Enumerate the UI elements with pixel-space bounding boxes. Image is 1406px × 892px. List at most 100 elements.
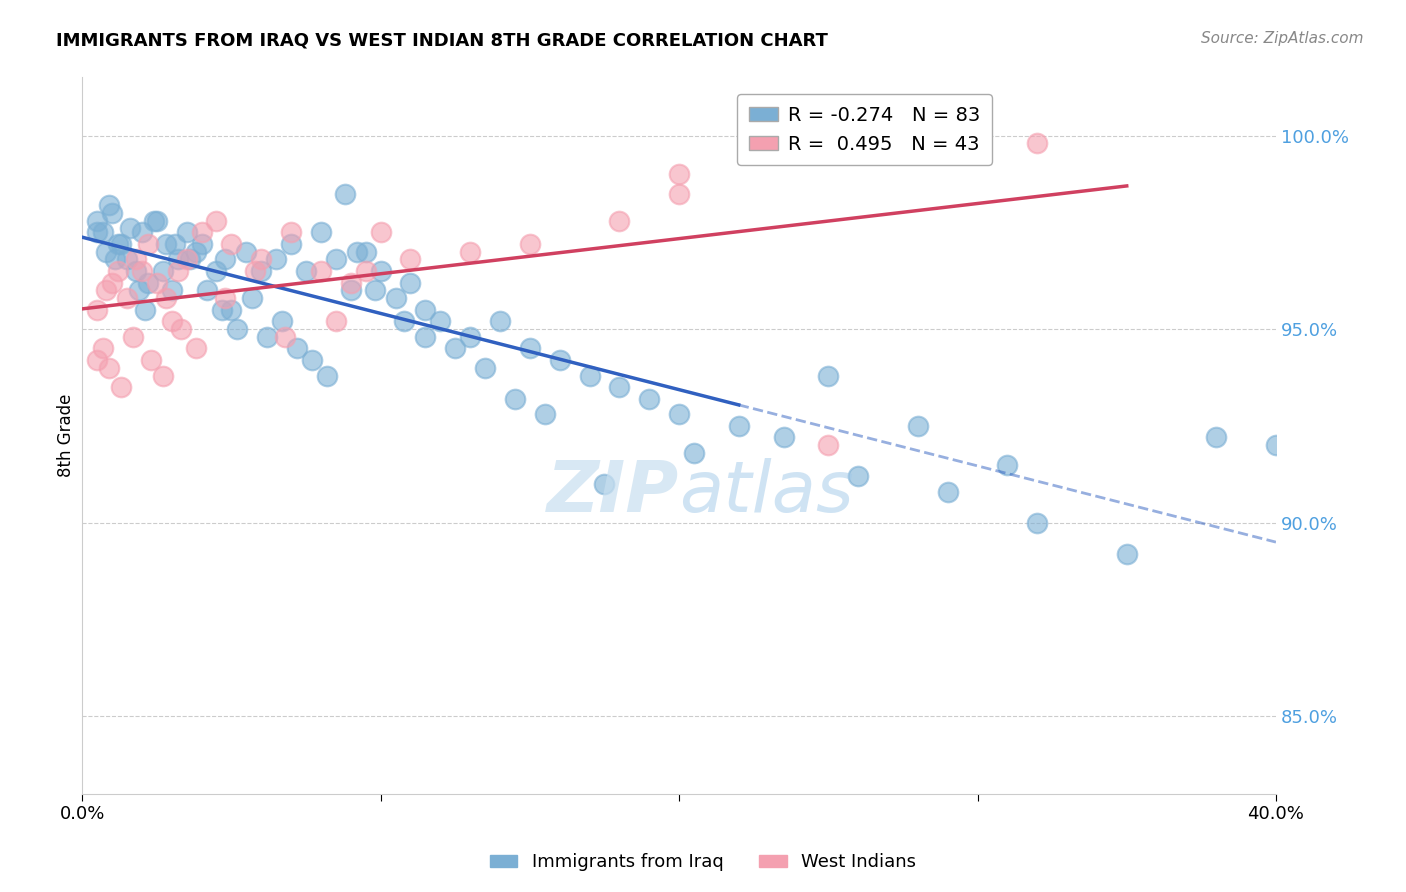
Point [1205, 430, 1227, 444]
Point [110, 236, 132, 251]
Point [817, 368, 839, 383]
Point [166, 252, 188, 267]
Point [214, 252, 236, 267]
Point [609, 380, 631, 394]
Point [166, 264, 188, 278]
Point [301, 353, 323, 368]
Point [458, 244, 481, 259]
Point [235, 244, 257, 259]
Point [274, 330, 297, 344]
Point [160, 314, 183, 328]
Text: atlas: atlas [679, 458, 853, 527]
Point [221, 302, 243, 317]
Point [169, 322, 191, 336]
Point [384, 291, 406, 305]
Point [94, 284, 117, 298]
Point [245, 264, 267, 278]
Point [339, 284, 361, 298]
Point [145, 213, 167, 227]
Point [370, 225, 392, 239]
Point [118, 221, 141, 235]
Point [503, 392, 526, 406]
Point [399, 276, 422, 290]
Point [285, 342, 308, 356]
Point [295, 264, 318, 278]
Point [354, 264, 377, 278]
Legend: Immigrants from Iraq, West Indians: Immigrants from Iraq, West Indians [482, 847, 924, 879]
Point [354, 244, 377, 259]
Point [1115, 547, 1137, 561]
Point [280, 236, 302, 251]
Point [668, 407, 690, 421]
Point [136, 236, 159, 251]
Point [325, 314, 347, 328]
Point [309, 225, 332, 239]
Point [936, 484, 959, 499]
Point [104, 252, 127, 267]
Point [578, 368, 600, 383]
Point [152, 264, 174, 278]
Point [94, 244, 117, 259]
Point [214, 291, 236, 305]
Point [131, 225, 153, 239]
Point [995, 458, 1018, 472]
Point [346, 244, 368, 259]
Point [533, 407, 555, 421]
Point [139, 353, 162, 368]
Point [205, 213, 228, 227]
Point [125, 264, 148, 278]
Point [363, 284, 385, 298]
Point [315, 368, 337, 383]
Point [184, 342, 207, 356]
Point [489, 314, 512, 328]
Point [205, 264, 228, 278]
Point [683, 446, 706, 460]
Point [668, 186, 690, 201]
Point [325, 252, 347, 267]
Point [131, 264, 153, 278]
Point [128, 284, 150, 298]
Point [1026, 136, 1049, 151]
Point [609, 213, 631, 227]
Text: Source: ZipAtlas.com: Source: ZipAtlas.com [1201, 31, 1364, 46]
Point [772, 430, 794, 444]
Point [110, 380, 132, 394]
Point [197, 284, 219, 298]
Point [115, 252, 138, 267]
Point [221, 236, 243, 251]
Text: IMMIGRANTS FROM IRAQ VS WEST INDIAN 8TH GRADE CORRELATION CHART: IMMIGRANTS FROM IRAQ VS WEST INDIAN 8TH … [56, 31, 828, 49]
Point [91, 342, 114, 356]
Point [399, 252, 422, 267]
Point [179, 252, 201, 267]
Point [394, 314, 416, 328]
Point [548, 353, 571, 368]
Point [250, 252, 273, 267]
Text: ZIP: ZIP [547, 458, 679, 527]
Point [152, 368, 174, 383]
Point [145, 276, 167, 290]
Point [638, 392, 661, 406]
Point [339, 276, 361, 290]
Point [519, 236, 541, 251]
Point [190, 225, 212, 239]
Point [107, 264, 129, 278]
Point [155, 291, 177, 305]
Point [458, 330, 481, 344]
Point [415, 302, 437, 317]
Point [134, 302, 156, 317]
Point [98, 360, 121, 375]
Point [256, 330, 278, 344]
Point [86, 225, 108, 239]
Point [271, 314, 294, 328]
Point [846, 469, 869, 483]
Point [184, 244, 207, 259]
Point [121, 330, 143, 344]
Point [1026, 516, 1049, 530]
Point [86, 353, 108, 368]
Point [155, 236, 177, 251]
Point [333, 186, 356, 201]
Point [444, 342, 467, 356]
Point [817, 438, 839, 452]
Point [115, 291, 138, 305]
Point [474, 360, 496, 375]
